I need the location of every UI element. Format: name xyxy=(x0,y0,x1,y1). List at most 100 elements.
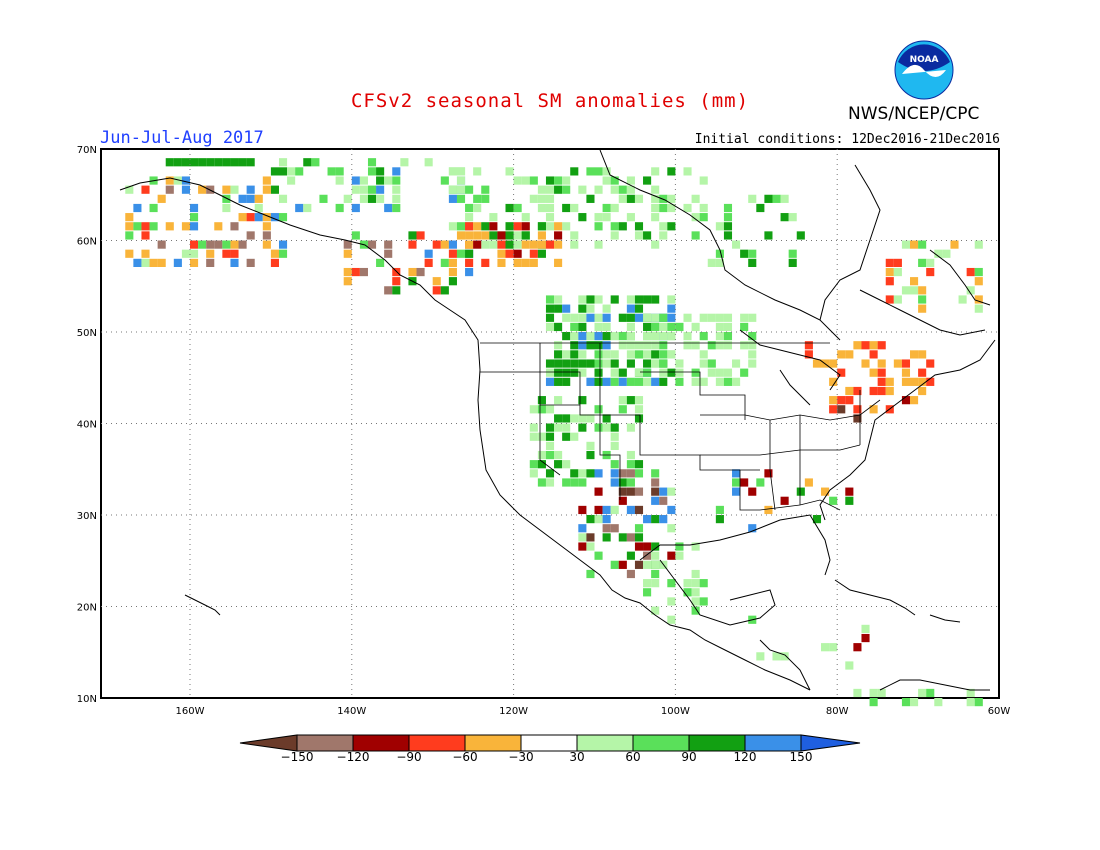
colorbar-segment xyxy=(296,734,354,752)
anomaly-cell xyxy=(448,249,457,258)
anomaly-cell xyxy=(537,185,546,194)
anomaly-cell xyxy=(351,176,360,185)
anomaly-cell xyxy=(764,505,773,515)
anomaly-cell xyxy=(966,688,975,698)
anomaly-cell xyxy=(562,304,571,313)
lat-tick-label: 40N xyxy=(77,420,97,431)
anomaly-cell xyxy=(626,185,635,194)
anomaly-cell xyxy=(408,240,417,249)
anomaly-cell xyxy=(748,194,757,203)
anomaly-cell xyxy=(683,332,692,341)
anomaly-cell xyxy=(376,194,385,203)
lat-tick-label: 20N xyxy=(77,603,97,614)
anomaly-cell xyxy=(618,396,627,405)
colorbar-tick-label: −60 xyxy=(452,750,478,764)
anomaly-cell xyxy=(634,487,644,496)
anomaly-cell xyxy=(926,688,935,698)
anomaly-cell xyxy=(804,341,813,350)
anomaly-cell xyxy=(594,322,603,332)
anomaly-cell xyxy=(610,203,619,213)
anomaly-cell xyxy=(343,267,352,277)
anomaly-cell xyxy=(545,240,555,249)
anomaly-cell xyxy=(602,533,611,542)
anomaly-cell xyxy=(189,222,199,231)
anomaly-cell xyxy=(643,322,652,332)
anomaly-cell xyxy=(643,231,652,240)
anomaly-cell xyxy=(602,524,611,533)
anomaly-cell xyxy=(634,341,644,350)
colorbar-tick-label: −90 xyxy=(396,750,422,764)
colorbar-max-arrow xyxy=(800,734,861,752)
anomaly-cell xyxy=(691,322,700,332)
anomaly-cell xyxy=(610,460,619,469)
anomaly-cell xyxy=(740,478,749,487)
anomaly-cell xyxy=(359,267,368,277)
anomaly-cell xyxy=(278,194,288,203)
anomaly-cell xyxy=(432,286,441,295)
anomaly-cell xyxy=(918,368,927,377)
anomaly-cell xyxy=(958,295,967,304)
anomaly-cell xyxy=(367,240,377,249)
anomaly-cell xyxy=(456,194,466,203)
anomaly-cell xyxy=(537,432,546,441)
anomaly-cell xyxy=(222,194,231,203)
anomaly-cell xyxy=(392,277,401,286)
anomaly-cell xyxy=(667,203,676,213)
anomaly-cell xyxy=(885,386,894,396)
anomaly-cell xyxy=(634,542,644,551)
anomaly-cell xyxy=(626,194,635,203)
anomaly-cell xyxy=(610,441,619,450)
anomaly-cell xyxy=(618,405,627,414)
anomaly-cell xyxy=(626,478,635,487)
anomaly-cell xyxy=(359,185,368,194)
anomaly-cell xyxy=(901,368,911,377)
anomaly-cell xyxy=(893,258,902,267)
anomaly-cell xyxy=(287,167,296,176)
anomaly-cell xyxy=(537,460,546,469)
anomaly-cell xyxy=(351,203,360,213)
anomaly-cell xyxy=(594,240,603,249)
anomaly-cell xyxy=(578,533,587,542)
anomaly-cell xyxy=(570,167,579,176)
colorbar-segment xyxy=(632,734,690,752)
anomaly-cell xyxy=(918,258,927,267)
anomaly-cell xyxy=(610,469,619,478)
anomaly-cell xyxy=(643,359,652,368)
anomaly-cell xyxy=(448,258,457,267)
anomaly-cell xyxy=(481,231,490,240)
anomaly-cell xyxy=(537,231,546,240)
anomaly-cell xyxy=(545,213,555,222)
anomaly-cell xyxy=(610,185,619,194)
anomaly-cell xyxy=(602,414,611,423)
lat-tick-label: 70N xyxy=(77,145,97,156)
anomaly-cell xyxy=(214,158,223,167)
anomaly-cell xyxy=(586,332,595,341)
anomaly-cell xyxy=(796,487,805,496)
anomaly-cell xyxy=(214,222,223,231)
map-title: CFSv2 seasonal SM anomalies (mm) xyxy=(350,90,750,112)
anomaly-cell xyxy=(926,267,935,277)
anomaly-cell xyxy=(651,313,660,322)
anomaly-cell xyxy=(562,377,571,386)
anomaly-cell xyxy=(626,569,635,579)
anomaly-cell xyxy=(554,341,563,350)
anomaly-cell xyxy=(699,359,708,368)
anomaly-cell xyxy=(634,304,644,313)
anomaly-cell xyxy=(343,240,352,249)
anomaly-cell xyxy=(521,258,530,267)
anomaly-cell xyxy=(521,240,530,249)
anomaly-cell xyxy=(643,350,652,359)
anomaly-cell xyxy=(748,487,757,496)
anomaly-cell xyxy=(465,213,474,222)
anomaly-cell xyxy=(586,295,595,304)
anomaly-cell xyxy=(554,368,563,377)
anomaly-cell xyxy=(254,213,263,222)
anomaly-cell xyxy=(351,267,360,277)
lon-tick-label: 160W xyxy=(175,706,204,717)
anomaly-cell xyxy=(651,359,660,368)
anomaly-cell xyxy=(618,341,627,350)
anomaly-cell xyxy=(853,688,862,698)
anomaly-cell xyxy=(343,194,352,203)
anomaly-cell xyxy=(643,542,652,551)
anomaly-cell xyxy=(634,405,644,414)
